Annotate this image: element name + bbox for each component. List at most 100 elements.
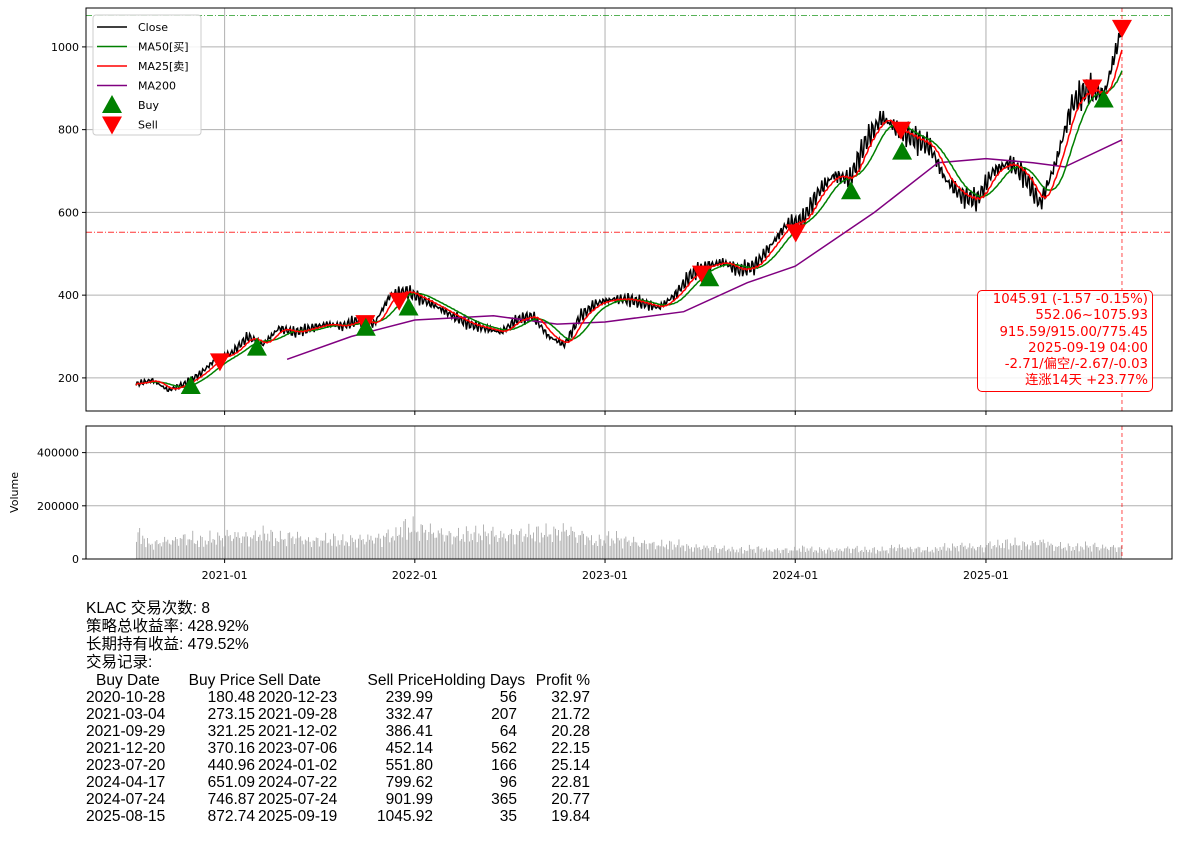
volume-bar <box>309 541 311 559</box>
volume-bar <box>381 547 383 559</box>
volume-bar <box>567 536 569 559</box>
volume-bar <box>301 540 303 559</box>
volume-bar <box>1041 542 1043 559</box>
volume-bar <box>1011 545 1013 559</box>
volume-bar <box>303 544 305 559</box>
volume-bar <box>861 550 863 559</box>
volume-bar <box>400 527 402 559</box>
volume-bar <box>975 550 977 559</box>
table-cell: 25.14 <box>551 757 590 774</box>
volume-bar <box>991 548 993 559</box>
volume-bar <box>822 551 824 559</box>
volume-bar <box>605 543 606 559</box>
volume-bar <box>164 536 166 559</box>
volume-bar <box>1055 546 1057 559</box>
volume-bar <box>608 531 610 559</box>
volume-bar <box>250 537 252 559</box>
volume-bar <box>756 546 758 559</box>
volume-bar <box>369 539 370 559</box>
volume-bar <box>637 545 639 559</box>
volume-bar <box>151 543 153 559</box>
volume-bar <box>1005 539 1007 559</box>
table-cell: 180.48 <box>207 689 255 706</box>
volume-bar <box>423 532 425 559</box>
volume-bar <box>565 529 567 559</box>
volume-bar <box>881 546 883 559</box>
volume-bar <box>542 537 544 559</box>
volume-bar <box>329 539 331 559</box>
volume-bar <box>656 545 658 559</box>
volume-bar <box>290 538 292 559</box>
y-tick-label: 1000 <box>51 41 79 54</box>
volume-bar <box>647 549 649 559</box>
volume-bar <box>809 548 811 559</box>
price-axes-frame <box>85 7 1173 412</box>
table-cell: 872.74 <box>207 808 255 825</box>
volume-bar <box>586 536 588 559</box>
volume-bar <box>154 541 156 559</box>
volume-bar <box>306 540 308 559</box>
volume-bar <box>581 530 583 559</box>
volume-bar <box>156 540 158 559</box>
volume-bar <box>978 546 980 559</box>
volume-axis-label: Volume <box>8 472 21 513</box>
annotation-line: -2.71/偏空/-2.67/-0.03 <box>1004 357 1148 373</box>
volume-bar <box>425 529 427 559</box>
volume-bar <box>530 534 531 559</box>
volume-bar <box>1049 545 1050 559</box>
volume-bar <box>617 537 619 559</box>
volume-bar <box>501 537 503 559</box>
volume-bar <box>261 540 262 559</box>
buy-marker <box>246 337 267 356</box>
volume-bar <box>692 551 694 559</box>
volume-bar <box>930 551 932 559</box>
legend-frame <box>92 14 202 136</box>
volume-bar <box>1088 547 1089 559</box>
volume-bar <box>389 542 391 559</box>
volume-y-tick-label: 0 <box>72 553 79 566</box>
volume-bar <box>969 543 971 559</box>
volume-bar <box>315 537 317 559</box>
volume-bar <box>139 528 141 559</box>
table-cell: 562 <box>491 740 517 757</box>
volume-bar <box>1002 543 1003 559</box>
volume-bar <box>716 548 717 559</box>
volume-bar <box>206 544 208 559</box>
volume-bar <box>225 535 226 559</box>
table-header: Buy Date Buy Price Sell Date Sell Price Hold… <box>86 672 590 689</box>
table-cell: 239.99 <box>385 689 433 706</box>
volume-bar <box>453 536 455 559</box>
volume-bar <box>1020 550 1022 559</box>
volume-bar <box>938 551 939 559</box>
table-cell: 64 <box>499 723 517 740</box>
volume-bar <box>1095 547 1097 559</box>
volume-bar <box>426 540 428 559</box>
volume-bar <box>520 528 522 559</box>
volume-bar <box>839 548 841 559</box>
volume-bar <box>734 552 736 559</box>
volume-y-tick-label: 400000 <box>37 447 79 460</box>
volume-bar <box>337 540 339 559</box>
volume-bar <box>342 534 344 559</box>
volume-bar <box>514 544 516 559</box>
volume-bar <box>1070 550 1072 559</box>
volume-bar <box>988 543 989 559</box>
table-cell: 440.96 <box>207 757 255 774</box>
volume-bar <box>884 550 886 559</box>
volume-bar <box>397 536 398 559</box>
volume-bar <box>454 537 456 559</box>
table-cell: 207 <box>491 706 517 723</box>
volume-bar <box>1036 545 1038 559</box>
volume-bar <box>895 551 897 559</box>
volume-bar <box>908 548 910 559</box>
legend-label: MA25[卖] <box>138 60 189 73</box>
volume-bar <box>344 545 345 559</box>
buy-marker <box>840 181 861 200</box>
volume-bar <box>333 533 334 559</box>
volume-bar <box>553 526 555 559</box>
volume-bar <box>819 547 821 559</box>
volume-bar <box>636 542 638 559</box>
volume-bar <box>1075 546 1077 559</box>
volume-bar <box>600 539 602 559</box>
volume-bar <box>414 530 416 559</box>
